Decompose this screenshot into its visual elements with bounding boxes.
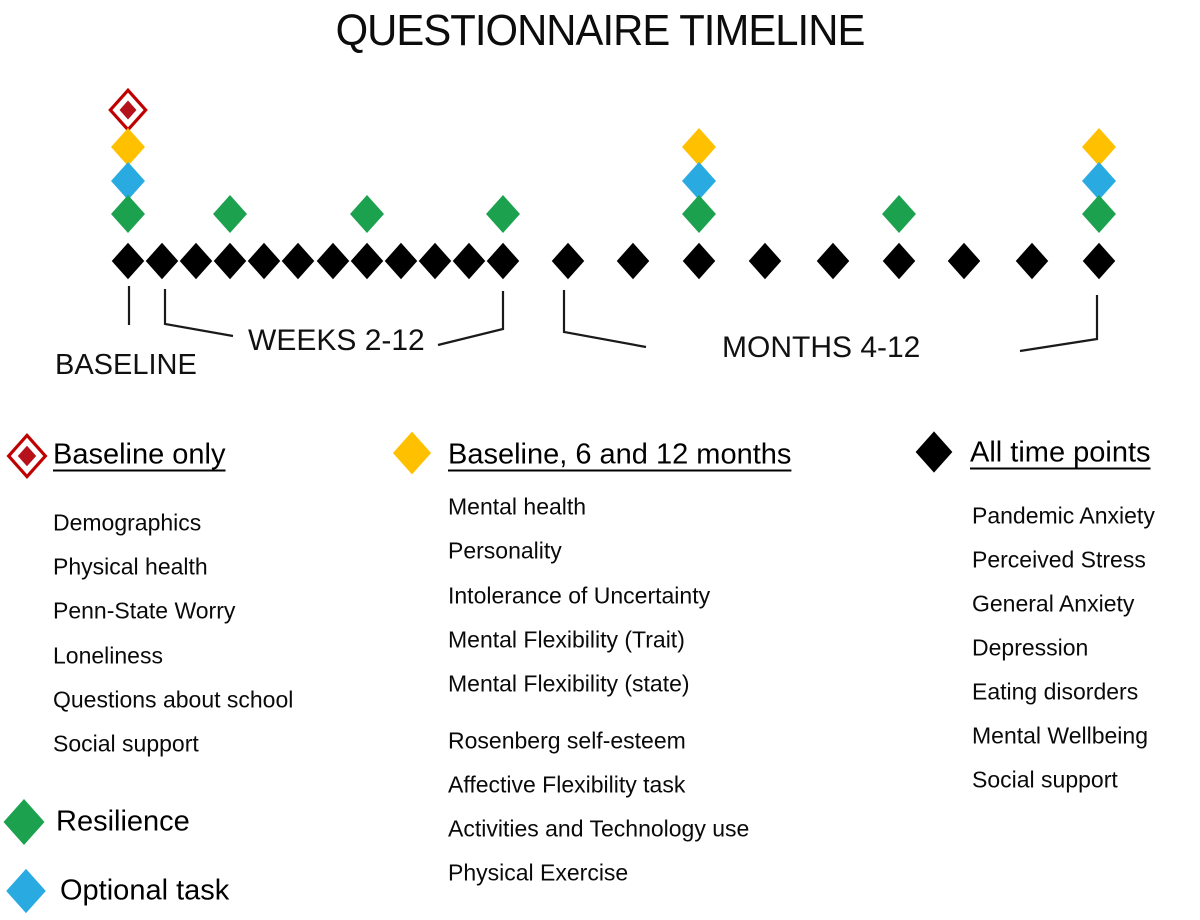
red-outlined-diamond — [6, 433, 48, 479]
legend-item: Depression — [972, 634, 1089, 661]
black-diamond — [915, 431, 953, 473]
legend-item: Affective Flexibility task — [448, 771, 686, 798]
months-bracket-right — [1019, 295, 1099, 353]
legend-title-1: Baseline only — [53, 438, 226, 471]
legend-item: Rosenberg self-esteem — [448, 727, 686, 753]
legend-item: Mental health — [448, 493, 587, 520]
legend-item: Personality — [448, 537, 562, 564]
months-bracket-left — [562, 290, 647, 349]
green-diamond — [3, 799, 45, 845]
legend-item: Mental Wellbeing — [972, 722, 1149, 749]
legend-item: Social support — [972, 766, 1118, 793]
red-diamond-inner — [17, 445, 37, 467]
legend: Baseline only Demographics Physical health… — [0, 420, 1200, 920]
legend-extra-label-1: Resilience — [56, 805, 190, 838]
yellow-diamond — [392, 431, 432, 475]
legend-item: Activities and Technology use — [448, 815, 750, 842]
blue-diamond — [6, 868, 46, 914]
baseline-label: BASELINE — [55, 349, 197, 381]
legend-item: Eating disorders — [972, 678, 1139, 705]
weeks-bracket-left — [163, 289, 234, 338]
legend-title-2: Baseline, 6 and 12 months — [448, 438, 792, 471]
legend-item: Penn-State Worry — [53, 597, 236, 624]
legend-item: Questions about school — [53, 686, 294, 713]
legend-item: Mental Flexibility (state) — [448, 670, 690, 697]
legend-item: Demographics — [53, 509, 202, 536]
legend-item: Social support — [53, 730, 199, 757]
legend-item: Physical health — [53, 553, 208, 580]
weeks-bracket-right — [437, 291, 505, 347]
page-title: QUESTIONNAIRE TIMELINE — [335, 6, 866, 55]
months-4-12-label: MONTHS 4-12 — [722, 331, 921, 364]
legend-item: Physical Exercise — [448, 859, 629, 886]
legend-item: Intolerance of Uncertainty — [448, 582, 711, 609]
legend-title-3: All time points — [970, 436, 1151, 469]
weeks-2-12-label: WEEKS 2-12 — [248, 324, 425, 357]
legend-item: Pandemic Anxiety — [972, 502, 1155, 529]
legend-extra-label-2: Optional task — [60, 874, 230, 907]
legend-item: Mental Flexibility (Trait) — [448, 626, 685, 653]
legend-item: Perceived Stress — [972, 546, 1146, 573]
legend-item: Loneliness — [53, 642, 163, 669]
timeline-brackets — [127, 286, 1099, 353]
legend-item: General Anxiety — [972, 590, 1135, 617]
